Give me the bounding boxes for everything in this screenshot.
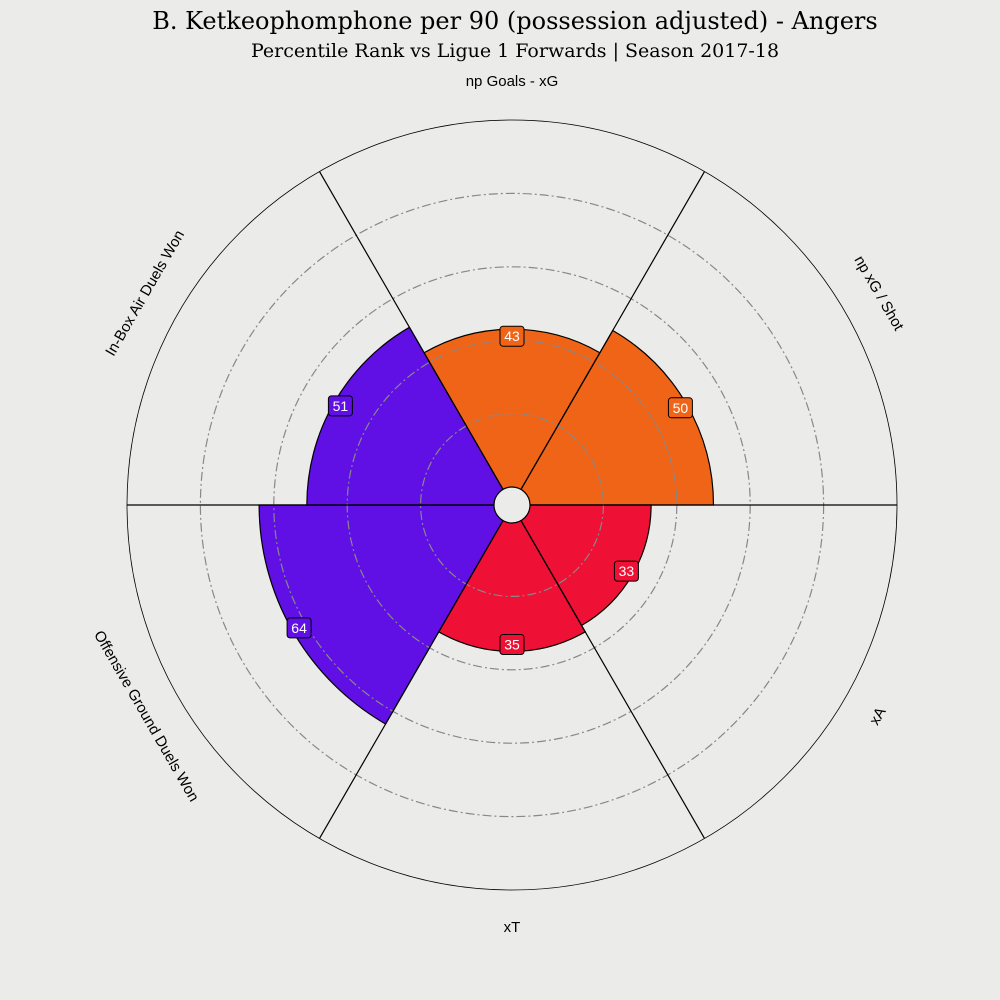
value-text-4: 64 [291, 620, 307, 636]
bars-layer [258, 326, 715, 725]
category-label-2: xA [866, 704, 889, 728]
category-label-3: xT [504, 919, 521, 936]
value-label-1: 50 [667, 397, 693, 419]
center-hole [493, 486, 531, 524]
spoke-2 [511, 504, 706, 839]
spoke-0 [511, 171, 706, 506]
value-text-2: 33 [619, 563, 635, 579]
chart-title: B. Ketkeophomphone per 90 (possession ad… [152, 7, 877, 35]
value-box-5 [327, 395, 353, 417]
category-label-5: In-Box Air Duels Won [102, 227, 188, 359]
value-box-0 [499, 325, 525, 347]
value-text-3: 35 [504, 637, 520, 653]
value-text-5: 51 [333, 398, 349, 414]
value-box-1 [667, 397, 693, 419]
category-label-4: Offensive Ground Duels Won [90, 628, 202, 805]
spoke-5 [318, 171, 513, 506]
value-text-0: 43 [504, 328, 520, 344]
value-text-1: 50 [673, 400, 689, 416]
value-box-3 [499, 634, 525, 655]
grid-layer [126, 119, 898, 891]
value-label-2: 33 [613, 560, 639, 582]
value-box-2 [613, 560, 639, 582]
value-label-4: 64 [286, 617, 312, 639]
value-box-4 [286, 617, 312, 639]
value-label-0: 43 [499, 325, 525, 347]
category-label-0: np Goals - xG [466, 73, 559, 90]
spoke-3 [318, 504, 513, 839]
value-label-3: 35 [499, 634, 525, 655]
category-label-1: np xG / Shot [851, 253, 908, 334]
chart-subtitle: Percentile Rank vs Ligue 1 Forwards | Se… [251, 40, 779, 62]
value-label-5: 51 [327, 395, 353, 417]
